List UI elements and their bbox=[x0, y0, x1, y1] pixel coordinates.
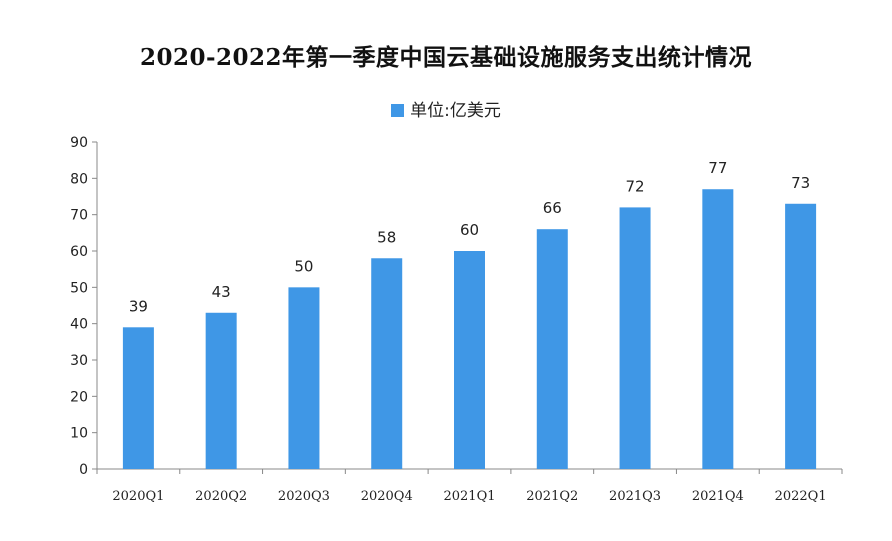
legend-label: 单位:亿美元 bbox=[410, 101, 501, 121]
x-tick-label: 2021Q3 bbox=[609, 489, 661, 504]
bar bbox=[122, 327, 154, 469]
bar bbox=[454, 251, 485, 469]
legend-swatch bbox=[391, 104, 405, 117]
data-label: 43 bbox=[212, 283, 231, 301]
bar bbox=[288, 287, 320, 469]
y-tick-label: 80 bbox=[70, 171, 88, 187]
x-tick-label: 2020Q2 bbox=[195, 489, 247, 504]
y-tick-label: 60 bbox=[70, 244, 88, 260]
data-label: 72 bbox=[626, 177, 645, 195]
y-tick-label: 70 bbox=[70, 208, 88, 224]
data-label: 58 bbox=[377, 228, 396, 246]
data-label: 39 bbox=[129, 297, 148, 315]
y-tick-label: 90 bbox=[70, 135, 88, 151]
data-label: 73 bbox=[791, 174, 810, 192]
data-label: 77 bbox=[708, 159, 727, 177]
x-tick-label: 2021Q2 bbox=[526, 489, 578, 504]
bar bbox=[205, 312, 237, 469]
x-tick-label: 2021Q1 bbox=[443, 489, 495, 504]
data-label: 60 bbox=[460, 221, 479, 239]
y-tick-label: 10 bbox=[70, 426, 88, 442]
bar bbox=[702, 189, 734, 469]
bar bbox=[785, 203, 817, 469]
y-tick-label: 30 bbox=[70, 353, 88, 369]
x-tick-label: 2022Q1 bbox=[775, 489, 827, 504]
x-tick-label: 2020Q1 bbox=[112, 489, 164, 504]
x-tick-label: 2020Q4 bbox=[361, 489, 413, 504]
legend: 单位:亿美元 bbox=[0, 96, 892, 121]
chart-title: 2020-2022年第一季度中国云基础设施服务支出统计情况 bbox=[139, 44, 753, 71]
bar bbox=[371, 258, 403, 469]
y-tick-label: 20 bbox=[70, 389, 88, 405]
data-label: 66 bbox=[543, 199, 562, 217]
data-label: 50 bbox=[294, 257, 313, 275]
x-tick-label: 2021Q4 bbox=[692, 489, 744, 504]
x-tick-label: 2020Q3 bbox=[278, 489, 330, 504]
y-tick-label: 50 bbox=[70, 280, 88, 296]
y-tick-label: 0 bbox=[79, 462, 88, 478]
y-tick-label: 40 bbox=[70, 317, 88, 333]
bar bbox=[619, 207, 651, 469]
bar bbox=[536, 229, 568, 469]
